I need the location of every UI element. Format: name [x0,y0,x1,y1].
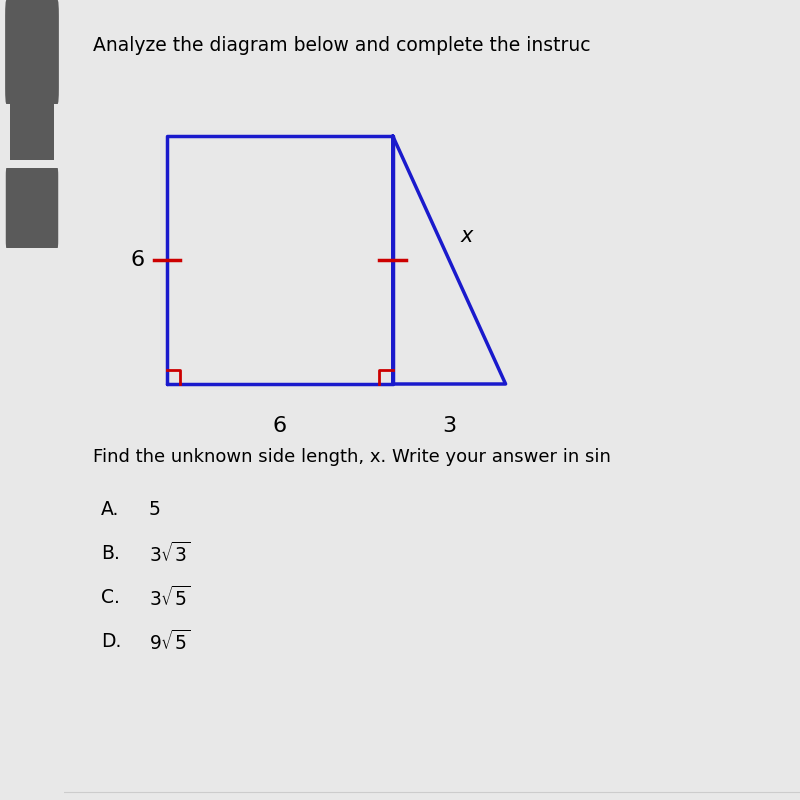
Text: 5: 5 [149,500,161,519]
Text: B.: B. [101,544,120,563]
Text: A.: A. [101,500,119,519]
Text: $3\sqrt{5}$: $3\sqrt{5}$ [149,586,190,610]
FancyBboxPatch shape [5,0,59,104]
Text: Find the unknown side length, x. Write your answer in sin: Find the unknown side length, x. Write y… [94,448,611,466]
Text: $3\sqrt{3}$: $3\sqrt{3}$ [149,542,190,566]
Text: 6: 6 [131,250,145,270]
Text: C.: C. [101,588,120,607]
Bar [10,104,54,160]
Text: $9\sqrt{5}$: $9\sqrt{5}$ [149,630,190,654]
Text: Analyze the diagram below and complete the instruc: Analyze the diagram below and complete t… [94,36,591,55]
Text: D.: D. [101,632,121,651]
Text: x: x [460,226,473,246]
FancyBboxPatch shape [6,168,58,248]
Text: 6: 6 [273,416,287,436]
Text: 3: 3 [442,416,456,436]
